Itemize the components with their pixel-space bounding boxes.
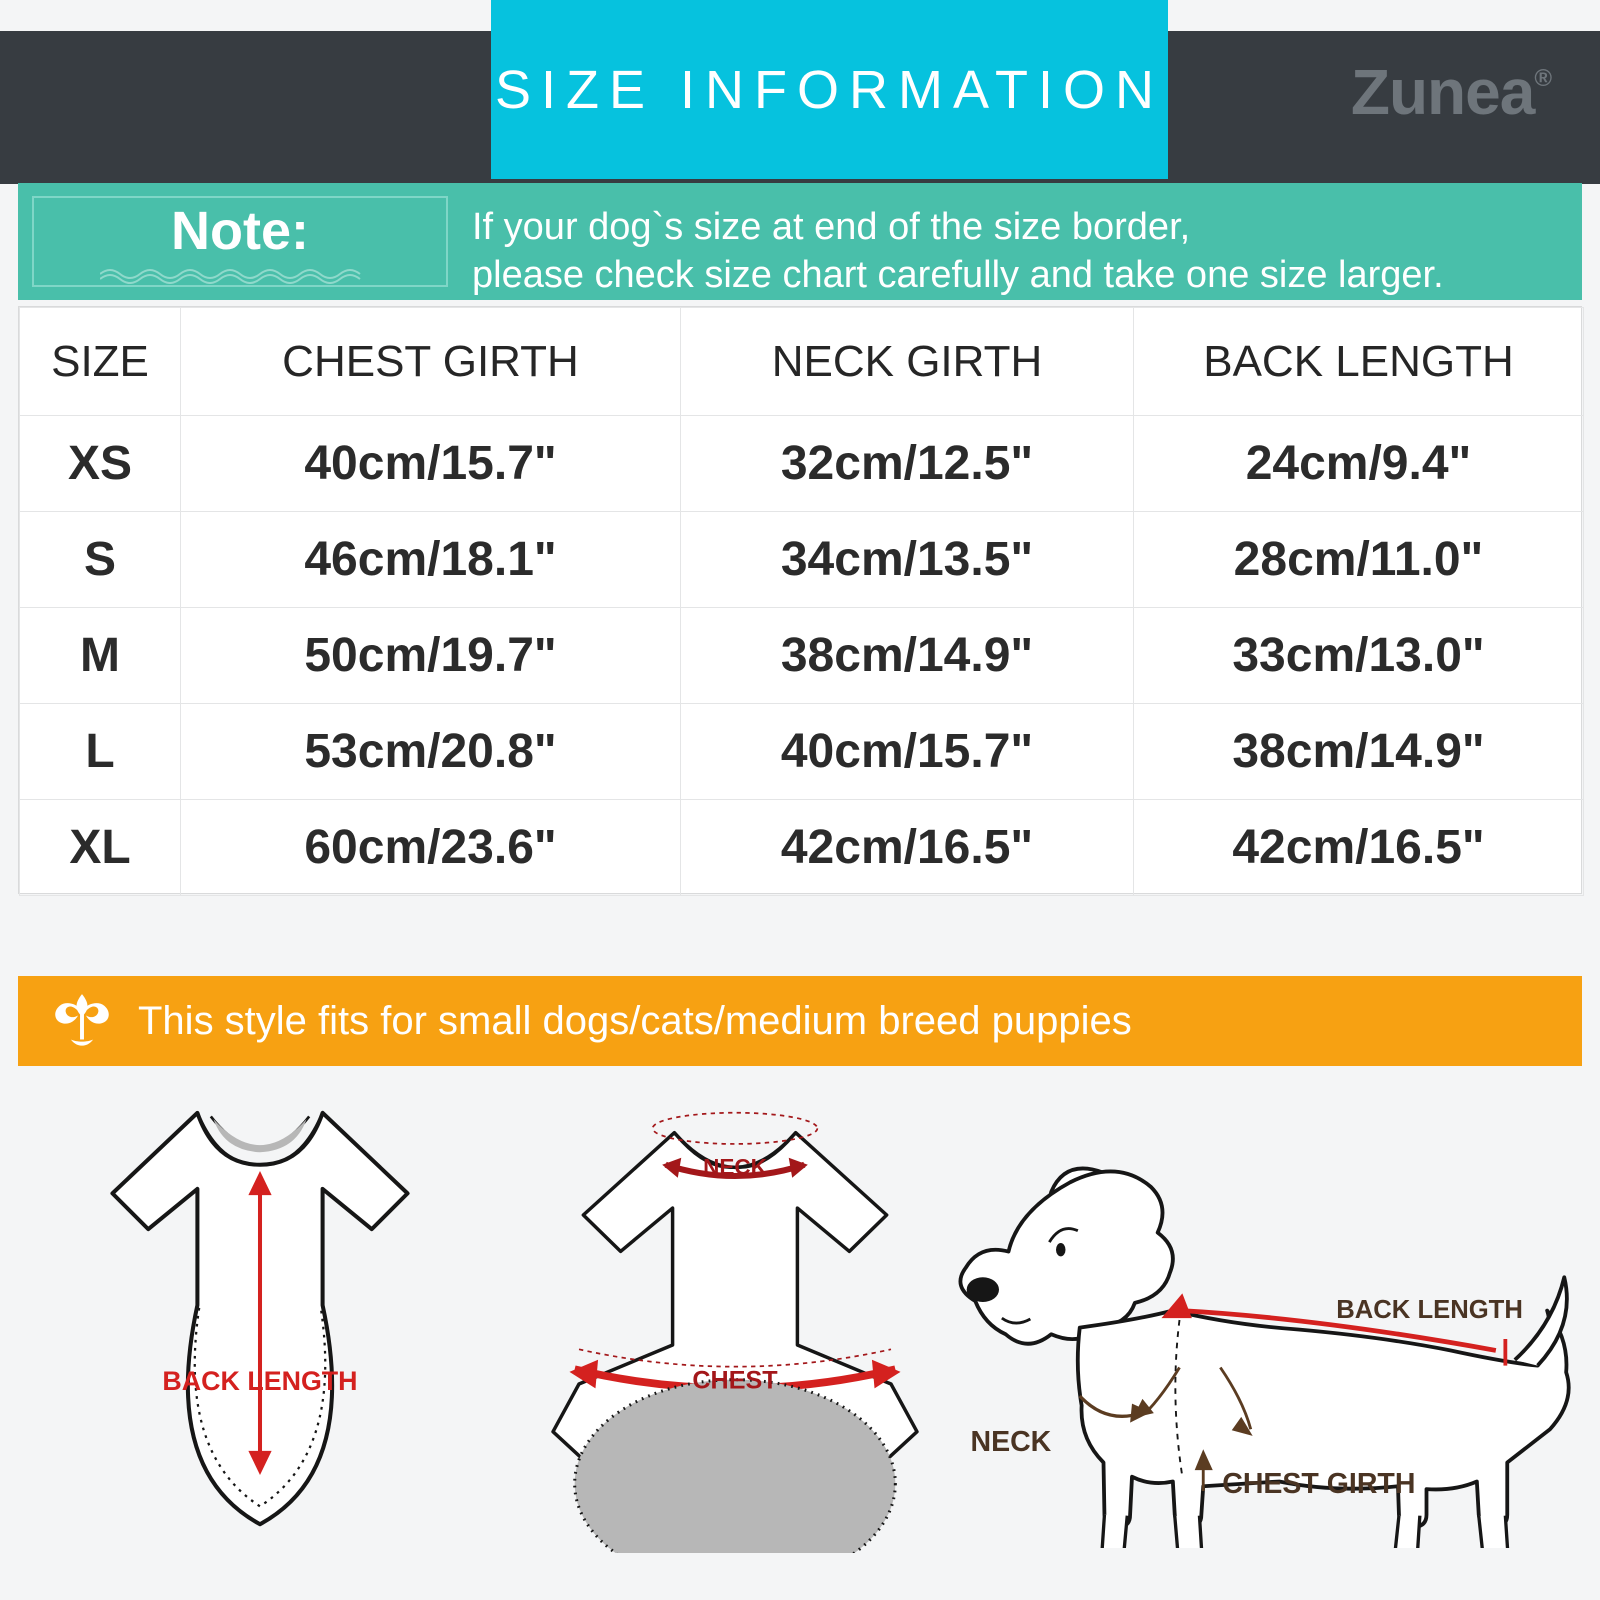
svg-text:NECK: NECK — [971, 1426, 1052, 1458]
svg-text:NECK: NECK — [703, 1154, 768, 1179]
svg-text:CHEST GIRTH: CHEST GIRTH — [1222, 1468, 1415, 1500]
svg-text:CHEST: CHEST — [692, 1366, 778, 1394]
svg-text:BACK LENGTH: BACK LENGTH — [1336, 1296, 1523, 1324]
svg-text:BACK LENGTH: BACK LENGTH — [162, 1366, 357, 1396]
